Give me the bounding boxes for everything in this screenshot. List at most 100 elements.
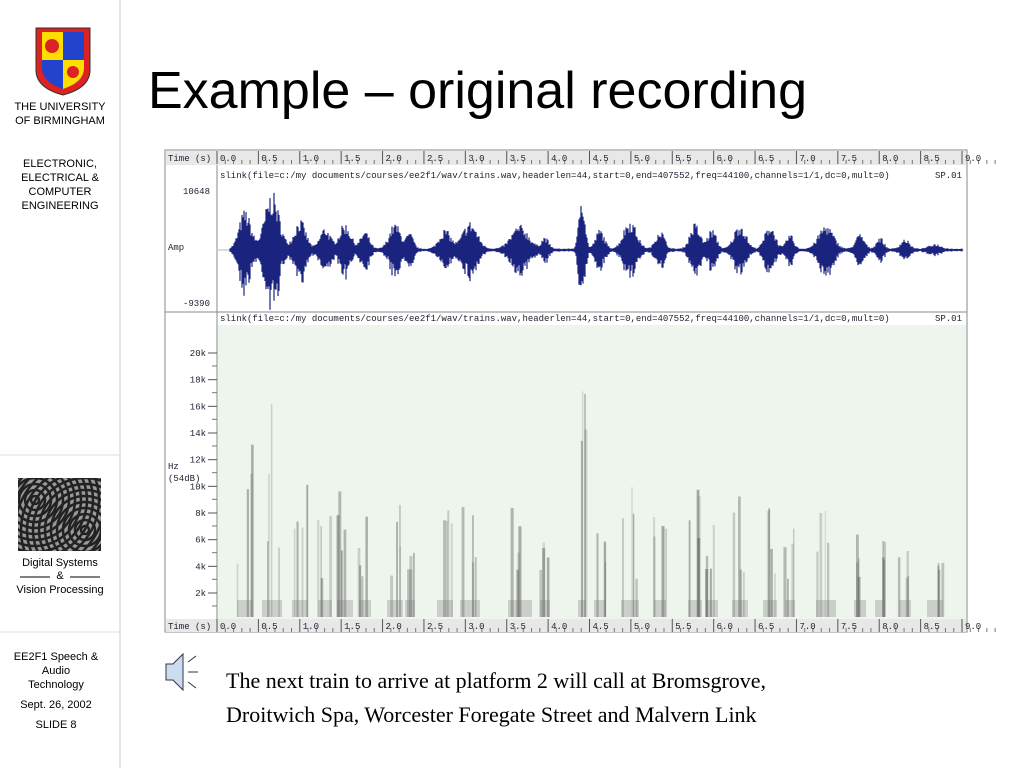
time-tick-label: 8.5 [924,154,940,164]
time-tick-label: 1.5 [344,622,360,632]
freq-tick-label: 12k [190,456,206,466]
group-logo [18,478,101,551]
ripple [25,478,63,551]
low-energy [594,600,606,617]
date: Sept. 26, 2002 [20,699,92,711]
low-energy [732,600,748,617]
time-tick-label: 3.0 [468,622,484,632]
time-tick-label: 6.0 [717,622,733,632]
department-line: ENGINEERING [21,200,98,212]
low-energy [785,600,795,617]
time-tick-label: 6.5 [758,154,774,164]
time-tick-label: 9.0 [965,622,981,632]
time-tick-label: 7.0 [799,154,815,164]
amp-min: -9390 [183,299,210,309]
freq-tick-label: 8k [195,509,206,519]
time-tick-label: 5.0 [634,622,650,632]
low-energy [875,600,885,617]
department-line: ELECTRONIC, [23,158,97,170]
freq-tick-label: 10k [190,482,206,492]
time-tick-label: 4.5 [593,622,609,632]
low-energy [763,600,777,617]
time-tick-label: 1.0 [303,154,319,164]
group-line: Vision Processing [16,584,103,596]
low-energy [292,600,308,617]
low-energy [359,600,371,617]
ripple [43,488,101,551]
ripple [73,518,97,542]
amp-max: 10648 [183,187,210,197]
university-line: OF BIRMINGHAM [15,115,105,127]
ripple [19,478,50,551]
ripple [18,478,65,530]
low-energy [578,600,586,617]
freq-tick-label: 4k [195,562,206,572]
time-tick-label: 6.0 [717,154,733,164]
time-tick-label: 8.0 [882,154,898,164]
time-tick-label: 7.5 [841,622,857,632]
time-axis-label: Time (s) [168,622,211,632]
ripple [67,512,101,548]
group-line: Digital Systems [22,557,98,569]
low-energy [318,600,332,617]
low-energy [688,600,702,617]
spectrogram-energy [236,391,945,617]
caption-line: The next train to arrive at platform 2 w… [226,668,766,693]
spectrogram-info: slink(file=c:/my documents/courses/ee2f1… [220,314,890,324]
slide-title: Example – original recording [148,62,807,120]
ripple [29,494,41,506]
time-axis-label: Time (s) [168,154,211,164]
low-energy [899,600,911,617]
waveform [229,192,963,310]
time-tick-label: 8.0 [882,622,898,632]
low-energy [927,600,943,617]
low-energy [706,600,718,617]
time-tick-label: 4.0 [551,154,567,164]
caption-line: Droitwich Spa, Worcester Foregate Street… [226,702,757,727]
department-line: ELECTRICAL & [21,172,100,184]
freq-unit: Hz [168,462,179,472]
time-tick-label: 0.5 [261,622,277,632]
waveform-info: slink(file=c:/my documents/courses/ee2f1… [220,171,890,181]
low-energy [337,600,353,617]
time-tick-label: 5.5 [675,154,691,164]
time-tick-label: 2.5 [427,622,443,632]
department-line: COMPUTER [29,186,92,198]
course-line: Audio [42,665,70,677]
freq-tick-label: 16k [190,402,206,412]
time-tick-label: 0.0 [220,154,236,164]
time-tick-label: 7.5 [841,154,857,164]
time-tick-label: 1.5 [344,154,360,164]
spectrogram-id: SP.01 [935,314,962,324]
time-tick-label: 3.5 [510,622,526,632]
freq-tick-label: 6k [195,536,206,546]
time-tick-label: 0.0 [220,622,236,632]
freq-tick-label: 2k [195,589,206,599]
speaker-icon [165,652,198,692]
low-energy [854,600,866,617]
freq-range: (54dB) [168,474,200,484]
amp-label: Amp [168,243,184,253]
freq-tick-label: 14k [190,429,206,439]
time-tick-label: 5.0 [634,154,650,164]
ripple [61,506,101,551]
slide-number: SLIDE 8 [36,719,77,731]
time-tick-label: 1.0 [303,622,319,632]
low-energy [262,600,282,617]
time-tick-label: 4.5 [593,154,609,164]
time-tick-label: 2.5 [427,154,443,164]
ripple [18,478,89,551]
time-tick-label: 3.5 [510,154,526,164]
ripple [79,524,91,536]
waveform-trace [229,192,963,310]
university-line: THE UNIVERSITY [14,101,106,113]
low-energy [540,600,550,617]
waveform-id: SP.01 [935,171,962,181]
time-tick-label: 3.0 [468,154,484,164]
low-energy [437,600,453,617]
low-energy [816,600,836,617]
low-energy [387,600,403,617]
low-energy [460,600,480,617]
